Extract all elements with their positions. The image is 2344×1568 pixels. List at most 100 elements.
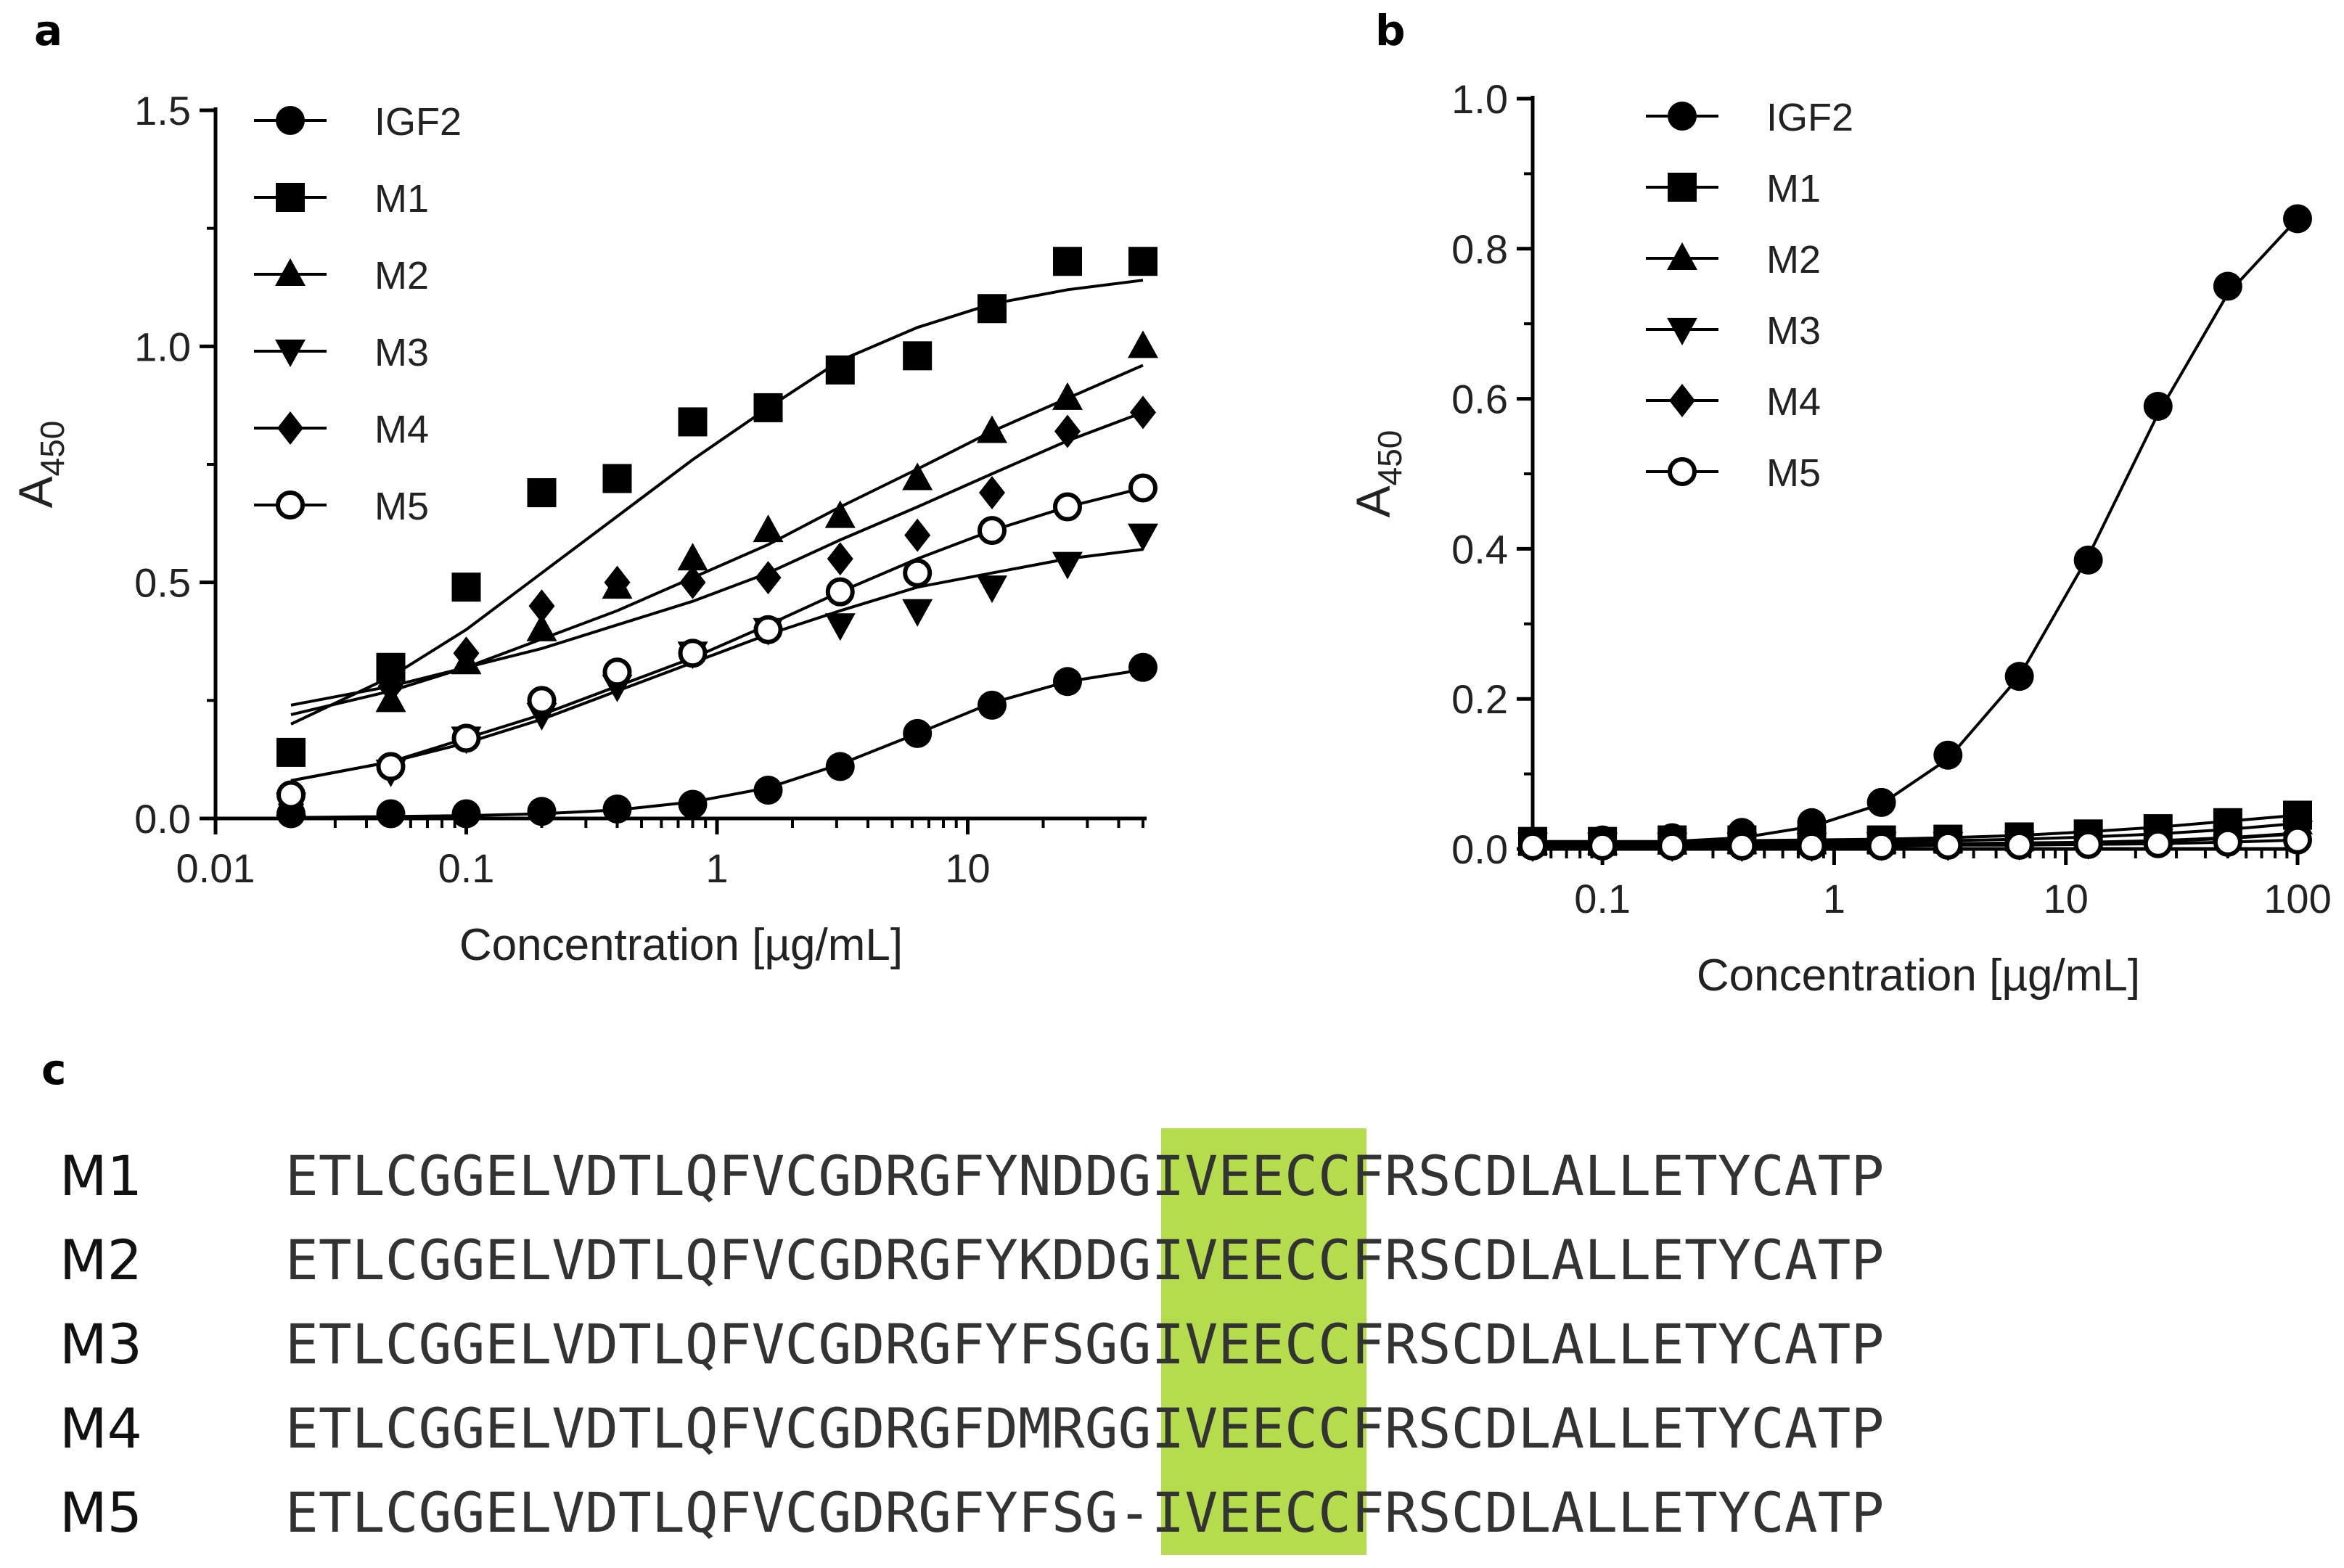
series-m5 bbox=[1518, 825, 2312, 861]
legend-label: M2 bbox=[374, 254, 429, 297]
series-m5 bbox=[276, 473, 1157, 810]
data-point bbox=[978, 476, 1005, 510]
x-tick-label: 0.1 bbox=[1574, 876, 1631, 921]
data-point bbox=[1933, 740, 1963, 770]
panel-a-letter: a bbox=[34, 6, 63, 55]
data-point bbox=[451, 572, 481, 602]
data-point bbox=[679, 565, 706, 599]
data-point bbox=[2073, 829, 2103, 859]
legend-label: M5 bbox=[1766, 451, 1821, 495]
series-m1 bbox=[276, 247, 1157, 767]
data-point bbox=[602, 794, 632, 824]
sequence-name: M5 bbox=[60, 1480, 142, 1545]
data-point bbox=[1933, 830, 1963, 860]
data-point bbox=[528, 589, 555, 623]
data-point bbox=[677, 543, 708, 571]
sequence-row-m3: M3 ETLCGGELVDTLQFVCGDRGFYFSGGIVEECCFRSCD… bbox=[0, 1304, 2344, 1385]
data-point bbox=[1657, 831, 1687, 861]
data-point bbox=[1128, 523, 1158, 551]
data-point bbox=[2004, 830, 2034, 860]
data-point bbox=[527, 686, 557, 715]
sequence-text: ETLCGGELVDTLQFVCGDRGFYNDDGIVEECCFRSCDLAL… bbox=[285, 1144, 1885, 1208]
x-tick-label: 10 bbox=[2044, 876, 2089, 921]
data-point bbox=[976, 575, 1007, 604]
data-point bbox=[1128, 330, 1158, 358]
data-point bbox=[903, 341, 933, 371]
data-point bbox=[1054, 414, 1081, 448]
data-point bbox=[604, 565, 631, 599]
data-point bbox=[1052, 382, 1083, 410]
fit-curve-igf2 bbox=[1532, 218, 2299, 847]
fit-curve-igf2 bbox=[290, 668, 1144, 819]
legend-label: M3 bbox=[374, 331, 429, 374]
sequence-name: M4 bbox=[60, 1396, 142, 1461]
data-point bbox=[753, 615, 783, 644]
legend-marker bbox=[1669, 384, 1695, 417]
legend-label: M3 bbox=[1766, 309, 1821, 353]
y-axis-label: A450 bbox=[9, 421, 71, 509]
data-point bbox=[377, 669, 404, 703]
series-igf2 bbox=[276, 652, 1157, 829]
data-point bbox=[2143, 391, 2173, 421]
panel-c-letter: c bbox=[41, 1045, 67, 1094]
y-tick-label: 1.5 bbox=[134, 88, 191, 134]
sequence-text: ETLCGGELVDTLQFVCGDRGFDMRGGIVEECCFRSCDLAL… bbox=[285, 1396, 1885, 1461]
legend-marker bbox=[275, 340, 306, 367]
data-point bbox=[678, 639, 708, 668]
y-tick-label: 0.0 bbox=[134, 796, 191, 842]
legend-marker bbox=[1667, 242, 1697, 270]
x-tick-label: 10 bbox=[945, 845, 990, 891]
data-point bbox=[451, 723, 481, 753]
data-point bbox=[1128, 652, 1157, 682]
x-axis-label: Concentration [µg/mL] bbox=[1697, 951, 2140, 1001]
sequence-alignment: M1 ETLCGGELVDTLQFVCGDRGFYNDDGIVEECCFRSCD… bbox=[0, 1117, 2344, 1553]
legend-label: IGF2 bbox=[1766, 96, 1853, 139]
data-point bbox=[902, 599, 933, 627]
fit-curve-m4 bbox=[290, 411, 1144, 707]
motif: YKDDG bbox=[985, 1228, 1152, 1292]
data-point bbox=[376, 799, 406, 829]
data-point bbox=[977, 294, 1007, 324]
y-tick-label: 1.0 bbox=[1451, 76, 1508, 122]
data-point bbox=[1052, 247, 1082, 276]
data-point bbox=[753, 775, 783, 805]
data-point bbox=[527, 797, 557, 826]
data-point bbox=[902, 462, 933, 490]
motif: YFSG- bbox=[985, 1480, 1152, 1545]
data-point bbox=[1866, 787, 1896, 817]
legend-marker bbox=[276, 183, 305, 212]
data-point bbox=[1052, 551, 1083, 580]
data-point bbox=[1130, 395, 1156, 430]
data-point bbox=[602, 464, 632, 493]
legend-marker bbox=[275, 258, 306, 286]
sequence-text: ETLCGGELVDTLQFVCGDRGFYKDDGIVEECCFRSCDLAL… bbox=[285, 1228, 1885, 1292]
sequence-row-m4: M4 ETLCGGELVDTLQFVCGDRGFDMRGGIVEECCFRSCD… bbox=[0, 1388, 2344, 1469]
data-point bbox=[1588, 831, 1618, 861]
data-point bbox=[526, 613, 557, 641]
data-point bbox=[527, 478, 557, 508]
sequence-name: M1 bbox=[60, 1144, 142, 1208]
fit-curve-m5 bbox=[290, 486, 1144, 782]
data-point bbox=[1052, 492, 1082, 522]
legend-label: M5 bbox=[374, 485, 429, 528]
y-tick-label: 0.5 bbox=[134, 560, 191, 606]
motif-highlight-band bbox=[1161, 1128, 1366, 1555]
data-point bbox=[976, 415, 1007, 443]
data-point bbox=[1128, 247, 1157, 276]
data-point bbox=[827, 542, 853, 576]
data-point bbox=[276, 737, 306, 767]
y-tick-label: 0.0 bbox=[1451, 826, 1508, 872]
legend-marker bbox=[1667, 318, 1697, 345]
x-axis-label: Concentration [µg/mL] bbox=[459, 920, 903, 970]
data-point bbox=[977, 690, 1007, 720]
sequence-name: M3 bbox=[60, 1312, 142, 1376]
data-point bbox=[276, 780, 306, 810]
data-point bbox=[2213, 271, 2242, 301]
motif: YFSGG bbox=[985, 1312, 1152, 1376]
data-point bbox=[755, 561, 782, 595]
legend-marker bbox=[276, 106, 305, 135]
data-point bbox=[678, 789, 708, 819]
legend-label: M1 bbox=[374, 177, 429, 221]
data-point bbox=[753, 393, 783, 422]
